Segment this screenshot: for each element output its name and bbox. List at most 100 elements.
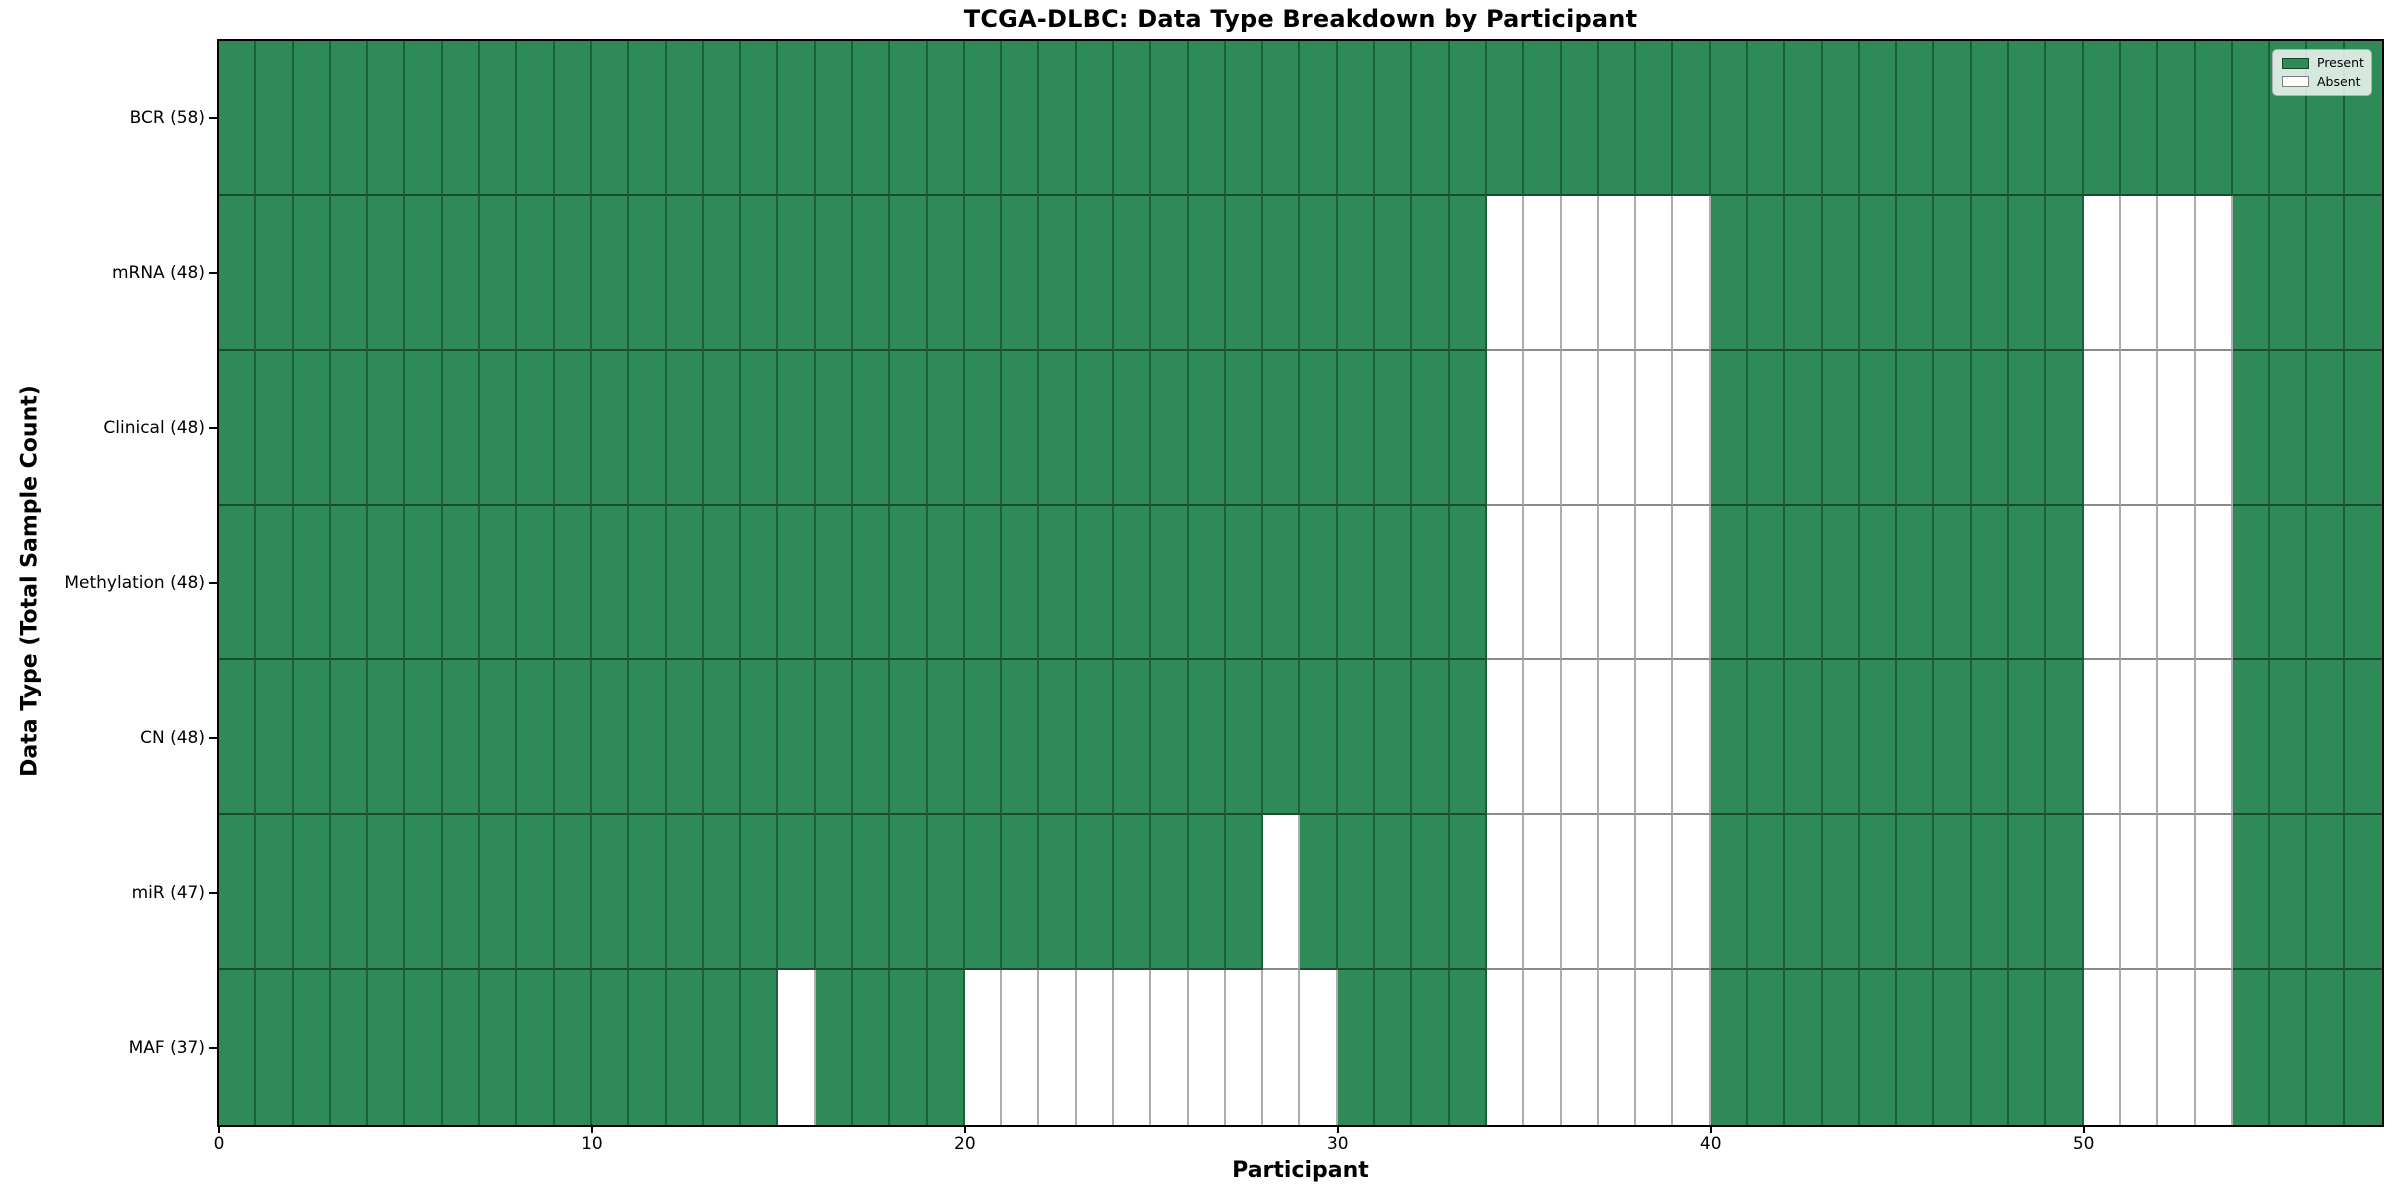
grid-cell [1188, 350, 1226, 506]
x-tick-label: 20 [954, 1134, 976, 1154]
grid-cell [554, 41, 592, 196]
grid-cell [1859, 350, 1898, 506]
grid-cell [1785, 815, 1823, 971]
grid-cell [1748, 815, 1786, 971]
grid-cell [480, 970, 518, 1125]
grid-cell [1524, 660, 1562, 816]
grid-cell [330, 660, 369, 816]
grid-cell [1002, 350, 1040, 506]
grid-cell [2307, 350, 2345, 506]
grid-cell [591, 970, 630, 1125]
grid-cell [405, 41, 443, 196]
grid-cell [1486, 195, 1525, 351]
grid-cell [1598, 505, 1637, 661]
grid-cell [405, 505, 443, 661]
grid-cell [1375, 350, 1413, 506]
grid-cell [1785, 350, 1823, 506]
grid-cell [1673, 815, 1711, 971]
grid-cell [852, 970, 891, 1125]
grid-cell [1636, 970, 1674, 1125]
grid-cell [1598, 660, 1637, 816]
grid-cell [1971, 660, 2010, 816]
grid-cell [1225, 350, 1264, 506]
grid-cell [852, 815, 891, 971]
grid-cell [1524, 970, 1562, 1125]
grid-cell [256, 970, 294, 1125]
grid-cell [1039, 195, 1077, 351]
grid-cell [1710, 660, 1749, 816]
grid-cell [815, 815, 853, 971]
grid-cell [2158, 815, 2196, 971]
grid-cell [1002, 660, 1040, 816]
grid-cell [703, 350, 742, 506]
grid-cell [666, 350, 704, 506]
grid-cell [2158, 660, 2196, 816]
grid-cell [1076, 815, 1115, 971]
grid-cell [2009, 660, 2047, 816]
grid-cell [1785, 970, 1823, 1125]
grid-cell [1375, 660, 1413, 816]
x-tick-label: 30 [1326, 1134, 1349, 1154]
grid-cell [1822, 41, 1860, 196]
grid-cell [852, 505, 891, 661]
grid-cell [554, 195, 592, 351]
grid-cell [2195, 660, 2233, 816]
x-tick-label: 10 [581, 1134, 603, 1154]
grid-cell [666, 41, 704, 196]
grid-cell [2344, 970, 2382, 1125]
grid-cell [778, 660, 816, 816]
grid-cell [2046, 41, 2084, 196]
grid-cell [1748, 350, 1786, 506]
grid-cell [778, 970, 816, 1125]
y-tick-label: CN (48) [140, 727, 205, 748]
grid-cell [517, 970, 555, 1125]
grid-cell [517, 660, 555, 816]
grid-cell [2009, 41, 2047, 196]
grid-cell [1897, 195, 1935, 351]
grid-cell [1151, 815, 1189, 971]
legend: Present Absent [2272, 49, 2372, 96]
grid-cell [1934, 350, 1972, 506]
grid-cell [1151, 970, 1189, 1125]
grid-cell [1822, 815, 1860, 971]
grid-cell [1263, 350, 1301, 506]
grid-cell [852, 195, 891, 351]
grid-cell [1076, 505, 1115, 661]
grid-cell [1449, 815, 1487, 971]
grid-cell [890, 815, 928, 971]
grid-cell [666, 970, 704, 1125]
grid-cell [1114, 660, 1152, 816]
grid-cell [1375, 41, 1413, 196]
grid-cell [330, 195, 369, 351]
grid-cell [442, 505, 481, 661]
grid-cell [1263, 505, 1301, 661]
grid-cell [368, 815, 406, 971]
grid-cell [293, 505, 331, 661]
grid-cell [2195, 815, 2233, 971]
grid-cell [1859, 815, 1898, 971]
grid-cell [629, 660, 667, 816]
grid-cell [1598, 41, 1637, 196]
grid-cell [1300, 505, 1338, 661]
grid-cell [1263, 195, 1301, 351]
grid-cell [1636, 195, 1674, 351]
grid-cell [219, 660, 257, 816]
grid-cell [890, 970, 928, 1125]
grid-cell [2009, 350, 2047, 506]
grid-cell [1076, 660, 1115, 816]
y-tick-mark [209, 891, 217, 894]
grid-cell [666, 660, 704, 816]
grid-cell [1897, 970, 1935, 1125]
grid-cell [2158, 350, 2196, 506]
grid-cell [703, 970, 742, 1125]
grid-cell [554, 970, 592, 1125]
grid-cell [591, 350, 630, 506]
grid-cell [368, 41, 406, 196]
grid-cell [1710, 970, 1749, 1125]
grid-cell [517, 505, 555, 661]
x-tick-mark [2082, 1125, 2085, 1133]
grid-cell [629, 350, 667, 506]
grid-cell [964, 350, 1003, 506]
legend-swatch-absent-icon [2282, 76, 2309, 88]
grid-cell [554, 350, 592, 506]
